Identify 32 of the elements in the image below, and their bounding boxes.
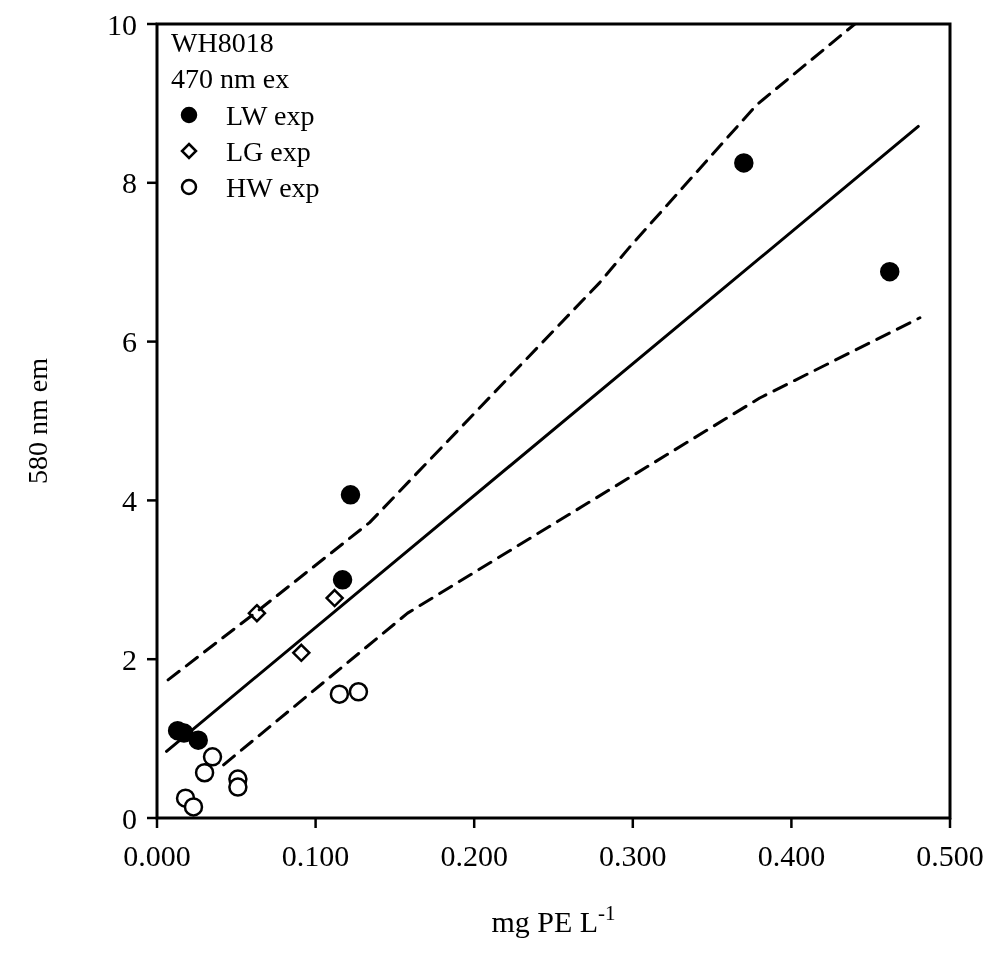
point [183,797,204,817]
legend-label: HW exp [226,171,320,203]
point [348,682,369,702]
x-tick-label: 0.000 [123,839,191,872]
point [292,643,311,663]
point [202,747,223,767]
point [329,684,350,704]
legend-label: LW exp [226,99,315,131]
y-tick-label: 0 [122,801,137,835]
y-tick-label: 10 [107,7,137,41]
y-axis-title: 580 nm em [22,357,53,484]
point [325,588,344,608]
y-tick-label: 2 [122,642,137,676]
x-tick-label: 0.500 [916,839,984,872]
point [194,762,215,783]
point [188,730,208,750]
annotation: 470 nm ex [171,63,290,94]
annotation: WH8018 [171,27,274,58]
y-tick-label: 4 [122,483,137,517]
point [228,777,248,797]
x-tick-label: 0.300 [599,839,667,872]
x-tick-label: 0.100 [281,839,350,872]
legend-label: LG exp [226,135,311,167]
x-tick-label: 0.400 [757,839,826,872]
x-axis-title: mg PE L$^{-1}$ [491,901,616,938]
x-tick-label: 0.200 [440,839,508,872]
y-tick-label: 8 [122,166,137,200]
point [734,153,754,173]
y-tick-label: 6 [122,325,137,359]
point [879,261,900,282]
point [340,485,361,505]
point [332,570,353,590]
